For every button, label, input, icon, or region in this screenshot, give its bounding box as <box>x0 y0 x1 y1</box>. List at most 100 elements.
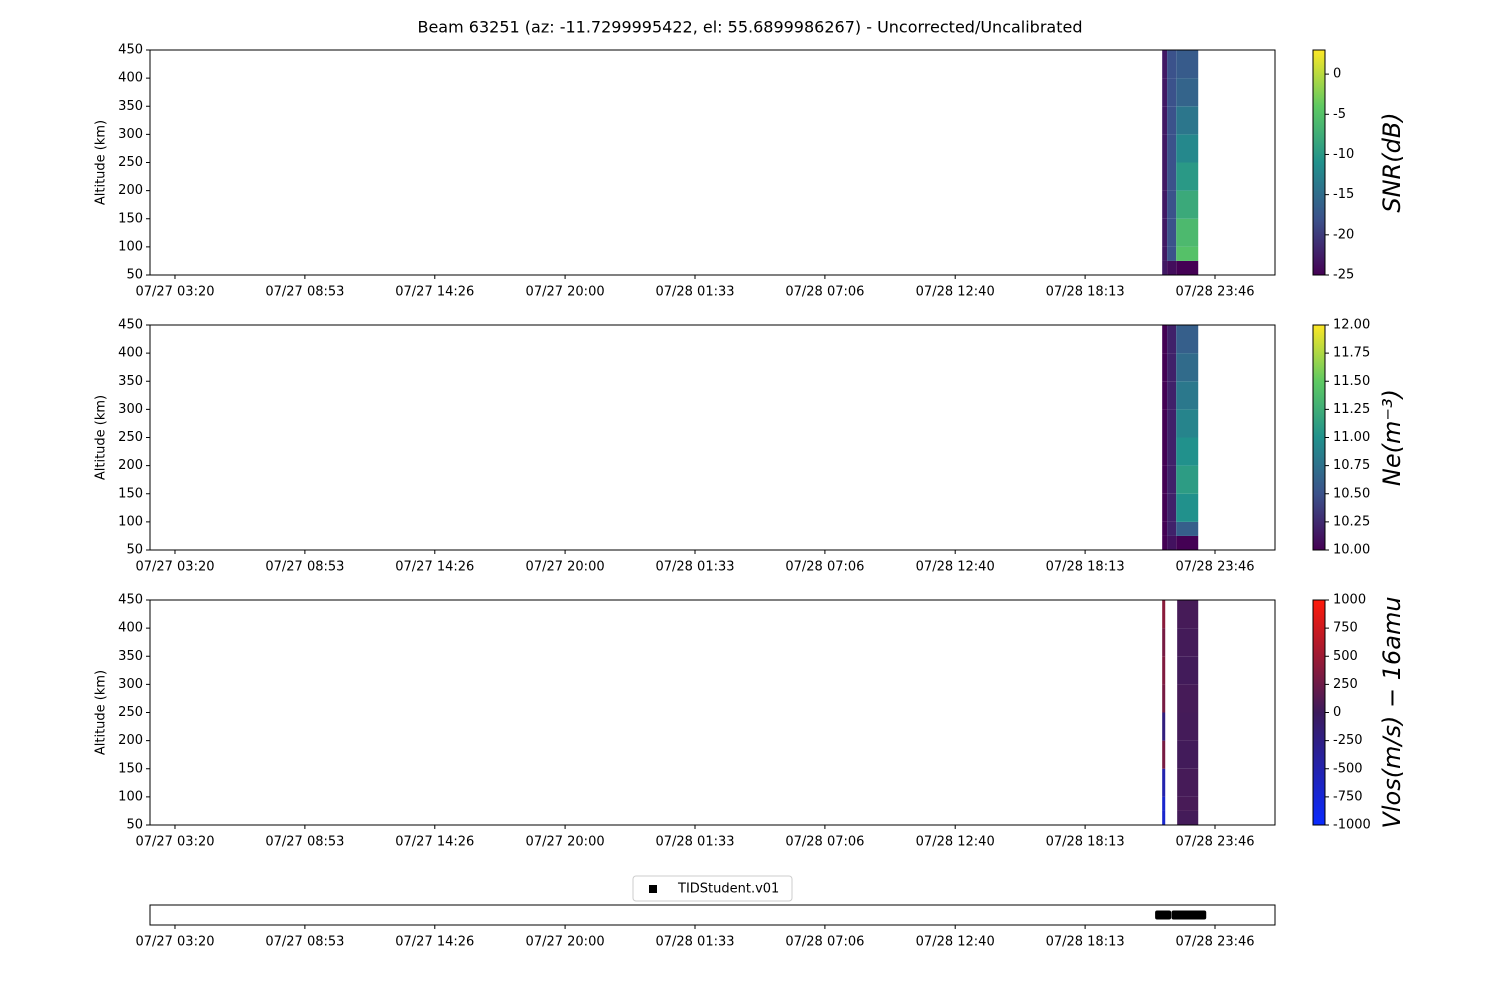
marker <box>1197 910 1207 920</box>
colorbar-tick-label: 0 <box>1333 67 1341 82</box>
y-tick-label: 350 <box>118 99 143 114</box>
colorbar-tick-label: 12.00 <box>1333 318 1370 333</box>
heatmap-cell <box>1162 78 1168 107</box>
colorbar-label: SNR(dB) <box>1378 112 1406 212</box>
heatmap-cell <box>1177 810 1199 825</box>
x-tick-label: 07/27 03:20 <box>135 285 214 300</box>
x-tick-label: 07/28 12:40 <box>916 835 995 850</box>
y-tick-label: 100 <box>118 239 143 254</box>
y-tick-label: 250 <box>118 155 143 170</box>
x-tick-label: 07/27 08:53 <box>265 560 344 575</box>
x-tick-label: 07/28 12:40 <box>916 560 995 575</box>
heatmap-cell <box>1167 134 1177 163</box>
heatmap-cell <box>1162 493 1168 522</box>
x-tick-label: 07/27 20:00 <box>526 285 605 300</box>
x-tick-label: 07/28 01:33 <box>655 835 734 850</box>
figure-title: Beam 63251 (az: -11.7299995422, el: 55.6… <box>417 18 1082 37</box>
heatmap-cell <box>1162 712 1166 741</box>
heatmap-cell <box>1162 628 1166 657</box>
x-tick-label: 07/27 08:53 <box>265 835 344 850</box>
colorbar-tick-label: 11.50 <box>1333 374 1370 389</box>
colorbar-tick-label: 11.25 <box>1333 402 1370 417</box>
legend-box <box>632 875 793 902</box>
y-tick-label: 350 <box>118 374 143 389</box>
y-tick-label: 50 <box>126 543 143 558</box>
heatmap-cell <box>1167 381 1177 410</box>
heatmap-cell <box>1162 740 1166 769</box>
colorbar-tick-label: -20 <box>1333 227 1354 242</box>
heatmap-cell <box>1167 353 1177 382</box>
heatmap-cell <box>1167 535 1177 550</box>
colorbar <box>1312 49 1326 276</box>
heatmap-cell <box>1162 190 1168 219</box>
x-tick-label: 07/27 14:26 <box>395 560 474 575</box>
y-tick-label: 250 <box>118 430 143 445</box>
colorbar-tick-label: -25 <box>1333 268 1354 283</box>
x-tick-label: 07/28 18:13 <box>1046 285 1125 300</box>
y-tick-label: 300 <box>118 127 143 142</box>
x-tick-label: 07/27 14:26 <box>395 835 474 850</box>
heatmap-cell <box>1176 78 1199 107</box>
colorbar-tick-label: 10.75 <box>1333 458 1370 473</box>
x-tick-label: 07/27 20:00 <box>526 935 605 950</box>
colorbar <box>1312 324 1326 551</box>
y-tick-label: 450 <box>118 318 143 333</box>
heatmap-cell <box>1167 190 1177 219</box>
x-tick-label: 07/27 03:20 <box>135 935 214 950</box>
heatmap-cell <box>1177 600 1199 629</box>
heatmap-cell <box>1162 218 1168 247</box>
heatmap-cell <box>1162 162 1168 191</box>
y-tick-label: 200 <box>118 458 143 473</box>
heatmap-cell <box>1162 437 1168 466</box>
heatmap-cell <box>1176 162 1199 191</box>
heatmap-cell <box>1162 600 1166 629</box>
colorbar-tick-label: 10.50 <box>1333 486 1370 501</box>
x-tick-label: 07/27 20:00 <box>526 560 605 575</box>
y-tick-label: 100 <box>118 514 143 529</box>
y-tick-label: 400 <box>118 621 143 636</box>
colorbar-tick-label: 1000 <box>1333 593 1366 608</box>
y-tick-label: 450 <box>118 43 143 58</box>
x-tick-label: 07/27 20:00 <box>526 835 605 850</box>
x-tick-label: 07/28 07:06 <box>785 285 864 300</box>
colorbar-tick-label: 10.25 <box>1333 514 1370 529</box>
heatmap-cell <box>1167 493 1177 522</box>
colorbar-tick-label: 750 <box>1333 621 1358 636</box>
heatmap-cell <box>1167 162 1177 191</box>
heatmap-cell <box>1162 684 1166 713</box>
colorbar-tick-label: 0 <box>1333 705 1341 720</box>
heatmap-cell <box>1177 684 1199 713</box>
heatmap-cell <box>1162 381 1168 410</box>
heatmap-cell <box>1176 106 1199 135</box>
heatmap-cell <box>1176 325 1199 354</box>
marker <box>1162 910 1172 920</box>
heatmap-cell <box>1167 260 1177 275</box>
y-tick-label: 50 <box>126 268 143 283</box>
y-tick-label: 350 <box>118 649 143 664</box>
heatmap-cell <box>1176 381 1199 410</box>
heatmap-cell <box>1162 246 1168 261</box>
y-tick-label: 200 <box>118 183 143 198</box>
axes-frame <box>149 904 1276 926</box>
y-tick-label: 300 <box>118 677 143 692</box>
x-tick-label: 07/28 01:33 <box>655 935 734 950</box>
x-tick-label: 07/28 12:40 <box>916 935 995 950</box>
colorbar-tick-label: -500 <box>1333 761 1363 776</box>
heatmap-cell <box>1177 628 1199 657</box>
x-tick-label: 07/28 23:46 <box>1175 560 1254 575</box>
x-tick-label: 07/28 23:46 <box>1175 285 1254 300</box>
legend-label: TIDStudent.v01 <box>677 882 779 897</box>
heatmap-cell <box>1167 325 1177 354</box>
heatmap-cell <box>1176 246 1199 261</box>
heatmap-cell <box>1162 409 1168 438</box>
x-tick-label: 07/27 14:26 <box>395 285 474 300</box>
heatmap-cell <box>1177 740 1199 769</box>
heatmap-cell <box>1162 325 1168 354</box>
panel: -25 -20 -15 -10 -5 0 SNR(dB) 50 100 150 200 250 300 3… <box>94 43 1407 300</box>
x-tick-label: 07/28 23:46 <box>1175 835 1254 850</box>
x-tick-label: 07/28 07:06 <box>785 835 864 850</box>
axes-frame <box>149 49 1276 276</box>
x-tick-label: 07/27 14:26 <box>395 935 474 950</box>
colorbar-tick-label: 250 <box>1333 677 1358 692</box>
